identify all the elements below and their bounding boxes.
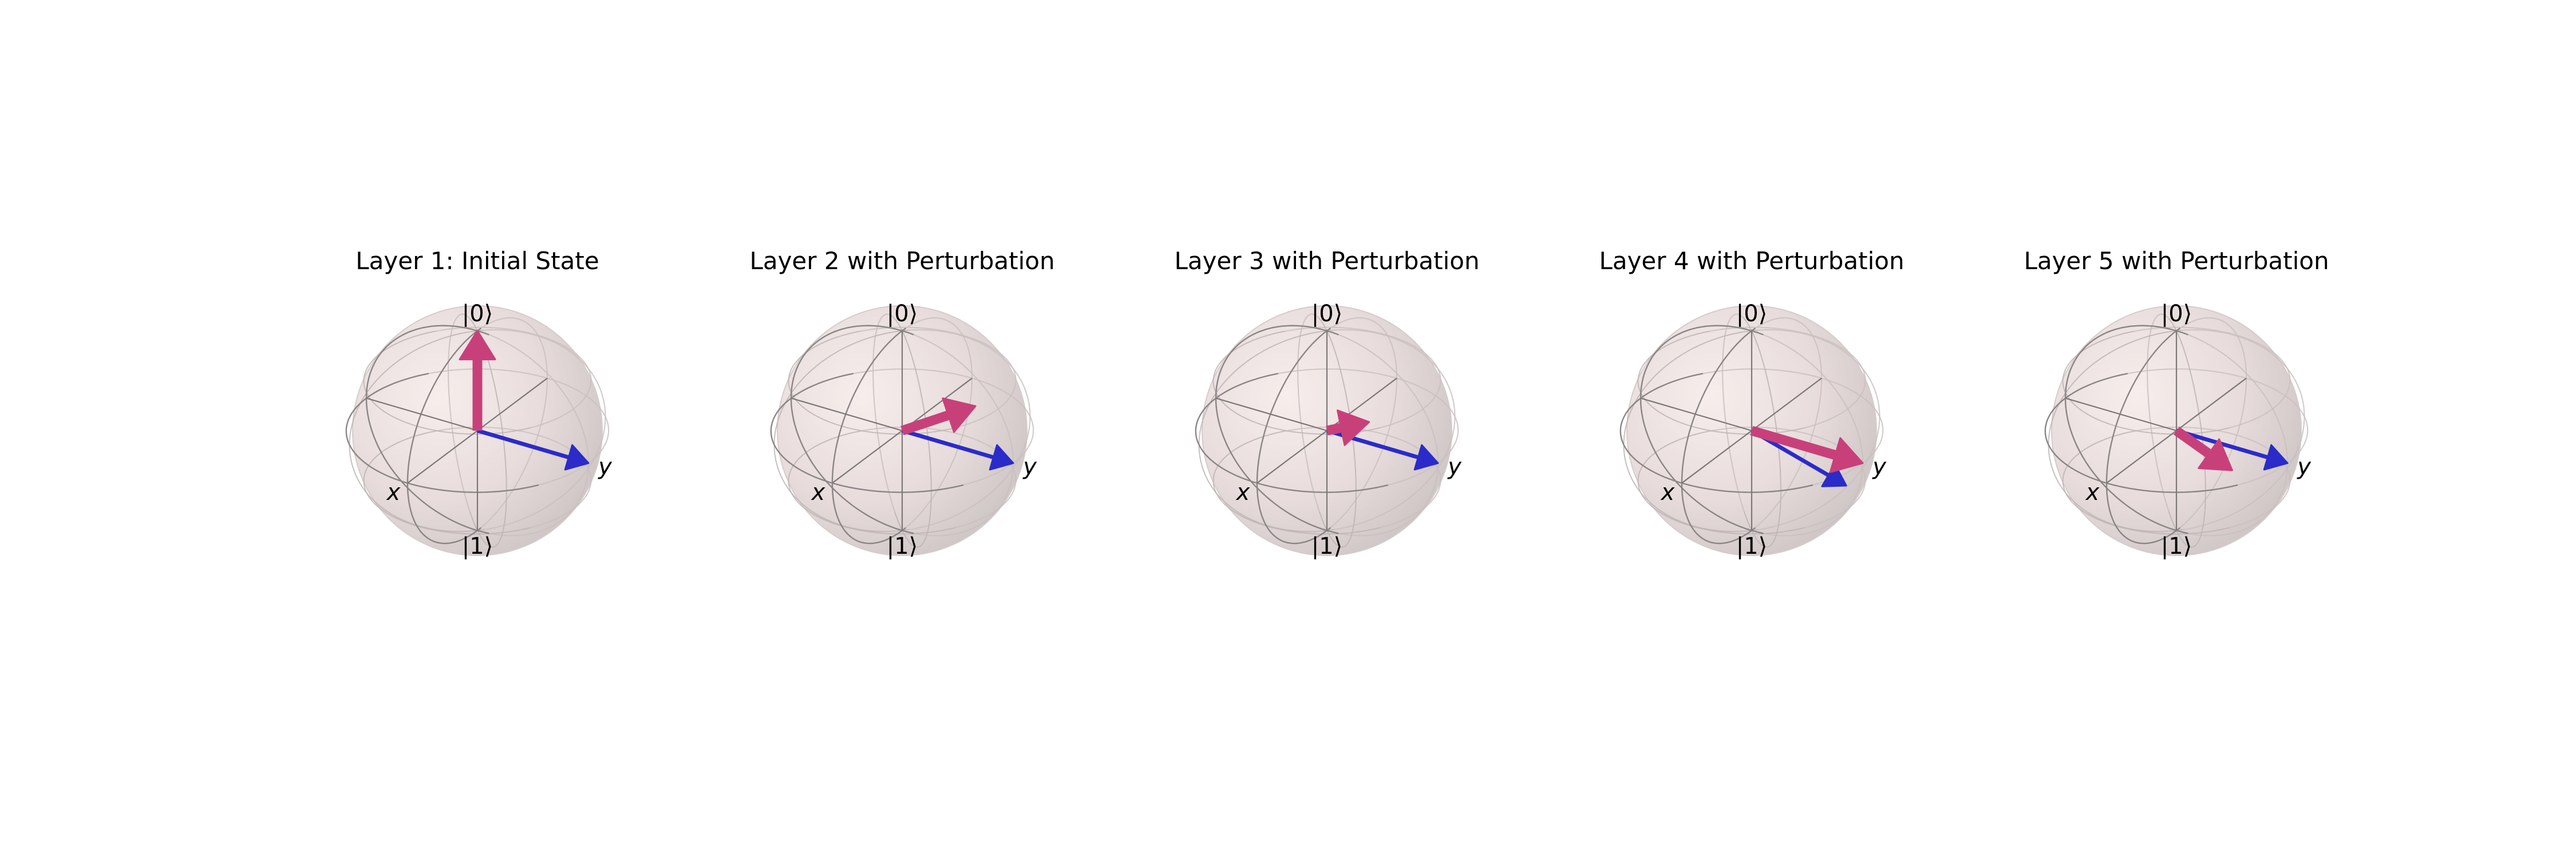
north-pole-label: |0⟩ (1311, 301, 1343, 327)
reference-vector-arrow (2176, 428, 2289, 471)
grid-line-2-back (448, 313, 471, 512)
grid-line-2-front (1318, 318, 1357, 548)
great-circle-2-front (790, 325, 914, 534)
y-axis-label: y (598, 454, 613, 480)
great-circle-1-front (406, 328, 482, 545)
great-circle-1-back (1755, 317, 1823, 529)
grid-line-2-back (1722, 313, 1745, 512)
great-circle-1-front (1681, 328, 1756, 545)
great-circle-1-back (905, 317, 973, 529)
great-circle-2-back (1338, 334, 1439, 537)
panel-title: Layer 3 with Perturbation (1174, 247, 1479, 275)
grid-line-1-back (2134, 426, 2291, 529)
great-circle-2-back (913, 334, 1014, 537)
bloch-panel-5: Layer 5 with Perturbation |0⟩ |1⟩ x y (2024, 247, 2329, 559)
north-pole-label: |0⟩ (2161, 301, 2192, 327)
grid-line-3-back (2183, 329, 2305, 530)
great-circle-0-back (853, 368, 1034, 486)
grid-line-2-back (1297, 313, 1320, 512)
south-pole-label: |1⟩ (2161, 533, 2192, 559)
state-vector-arrow (1750, 425, 1864, 473)
bloch-panel-3: Layer 3 with Perturbation |0⟩ |1⟩ x y (1174, 247, 1479, 559)
great-circle-0-front (345, 373, 539, 493)
great-circle-1-back (2179, 317, 2247, 529)
x-axis-label: x (1235, 479, 1250, 506)
grid-line-3-back (1333, 329, 1456, 530)
reference-vector-arrow (902, 428, 1014, 471)
great-circle-0-back (2127, 368, 2309, 486)
bloch-panel-1: Layer 1: Initial State |0⟩ |1⟩ x y (345, 247, 613, 559)
great-circle-1-back (1330, 317, 1398, 529)
x-axis-label: x (811, 479, 825, 506)
great-circle-0-back (1278, 368, 1459, 486)
x-axis-label: x (2085, 479, 2100, 506)
grid-line-2-back (2147, 313, 2170, 512)
great-circle-1-back (480, 317, 548, 529)
grid-line-1-front (788, 430, 955, 535)
great-circle-0-front (770, 373, 964, 493)
south-pole-label: |1⟩ (1736, 533, 1768, 559)
north-pole-label: |0⟩ (462, 301, 493, 327)
great-circle-2-front (2064, 325, 2188, 534)
bloch-panel-2: Layer 2 with Perturbation |0⟩ |1⟩ x y (749, 247, 1054, 559)
y-axis-label: y (2297, 454, 2312, 480)
reference-vector-arrow (477, 428, 590, 471)
y-axis-label: y (1872, 454, 1887, 480)
great-circle-2-back (1763, 334, 1864, 537)
state-vector-arrow (900, 397, 977, 436)
grid-line-1-back (860, 426, 1017, 529)
south-pole-label: |1⟩ (887, 533, 918, 559)
grid-line-1-front (363, 430, 531, 535)
south-pole-label: |1⟩ (462, 533, 493, 559)
grid-line-2-back (872, 313, 895, 512)
north-pole-label: |0⟩ (1736, 301, 1768, 327)
great-circle-2-front (1215, 325, 1339, 534)
great-circle-2-front (1639, 325, 1764, 534)
panel-title: Layer 1: Initial State (355, 247, 599, 275)
panel-title: Layer 5 with Perturbation (2024, 247, 2329, 275)
north-pole-label: |0⟩ (887, 301, 918, 327)
grid-line-1-front (2062, 430, 2230, 535)
x-axis-label: x (1660, 479, 1675, 506)
south-pole-label: |1⟩ (1311, 533, 1343, 559)
great-circle-2-back (488, 334, 590, 537)
y-axis-label: y (1447, 454, 1462, 480)
great-circle-0-front (1195, 373, 1389, 493)
great-circle-1-front (831, 328, 907, 545)
bloch-panel-4: Layer 4 with Perturbation |0⟩ |1⟩ x y (1599, 247, 1904, 559)
grid-line-3-back (908, 329, 1031, 530)
great-circle-0-back (1702, 368, 1884, 486)
great-circle-2-back (2187, 334, 2289, 537)
grid-line-2-front (894, 318, 932, 548)
great-circle-0-front (2044, 373, 2238, 493)
x-axis-label: x (386, 479, 401, 506)
y-axis-label: y (1022, 454, 1037, 480)
grid-line-1-front (1637, 430, 1805, 535)
panel-title: Layer 2 with Perturbation (749, 247, 1054, 275)
great-circle-2-front (365, 325, 489, 534)
great-circle-0-front (1619, 373, 1814, 493)
state-vector-arrow (459, 330, 496, 431)
great-circle-0-back (428, 368, 610, 486)
grid-line-3-back (484, 329, 606, 530)
great-circle-1-front (2105, 328, 2181, 545)
panel-title: Layer 4 with Perturbation (1599, 247, 1904, 275)
great-circle-1-front (1256, 328, 1332, 545)
grid-line-3-back (1758, 329, 1880, 530)
state-vector-arrow (2174, 427, 2233, 471)
state-vector-arrow (1326, 409, 1370, 446)
grid-line-1-front (1212, 430, 1380, 535)
